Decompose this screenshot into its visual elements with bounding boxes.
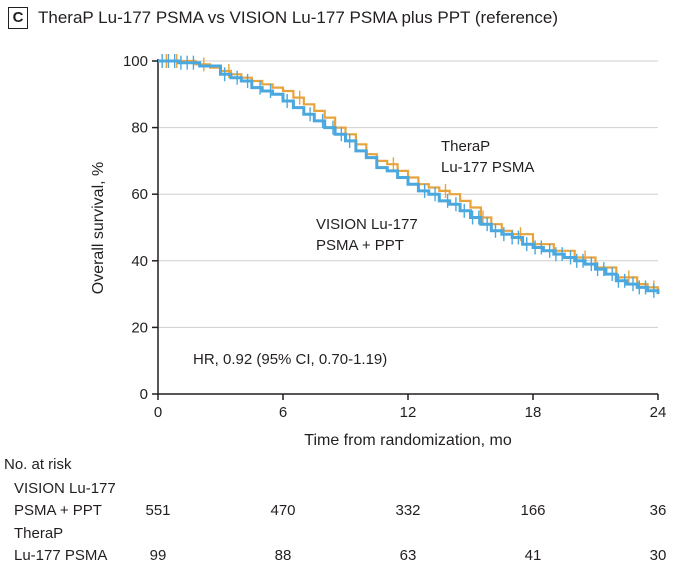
panel-title: TheraP Lu-177 PSMA vs VISION Lu-177 PSMA… [38,8,559,27]
risk-vision-count-24: 36 [649,502,667,519]
risk-table-header: No. at risk [4,456,72,473]
risk-vision-label-line1: VISION Lu-177 [14,480,116,497]
x-tick-label-24: 24 [650,404,667,421]
km-chart: 0 20 40 60 80 100 0 6 12 18 24 Overall survival, %… [90,53,666,449]
gridlines [158,60,658,328]
y-tick-label-80: 80 [131,120,148,137]
chart-labels: Overall survival, % Time from randomizat… [90,138,534,449]
series-layer [158,54,660,298]
x-axis-label: Time from randomization, mo [304,432,512,449]
panel-letter: C [8,7,28,29]
x-tick-label-12: 12 [400,404,417,421]
y-axis-label: Overall survival, % [90,162,107,294]
risk-vision-count-12: 332 [395,502,421,519]
risk-therap-label-line1: TheraP [14,525,64,542]
y-tick-label-0: 0 [140,386,148,403]
risk-vision-label-line2: PSMA + PPT [14,502,102,519]
risk-vision-count-18: 166 [520,502,546,519]
risk-therap-label-line2: Lu-177 PSMA [14,547,108,564]
risk-therap-count-12: 63 [399,547,417,564]
risk-therap-count-0: 99 [149,547,167,564]
risk-therap-count-18: 41 [524,547,542,564]
axes: 0 20 40 60 80 100 0 6 12 18 24 [123,53,666,421]
x-tick-label-0: 0 [154,404,162,421]
risk-therap-count-6: 88 [274,547,292,564]
risk-vision-count-6: 470 [270,502,296,519]
y-tick-label-60: 60 [131,186,148,203]
y-tick-label-40: 40 [131,253,148,270]
y-tick-label-100: 100 [123,53,148,70]
risk-therap-count-24: 30 [649,547,667,564]
series-1 [158,54,660,298]
hazard-ratio-text: HR, 0.92 (95% CI, 0.70-1.19) [193,351,387,368]
y-tick-label-20: 20 [131,319,148,336]
x-tick-label-6: 6 [279,404,287,421]
vision-curve-label-line1: VISION Lu-177 [316,216,418,233]
therap-curve-label-line1: TheraP [441,138,490,155]
vision-curve-label-line2: PSMA + PPT [316,237,404,254]
risk-vision-count-0: 551 [145,502,171,519]
x-tick-label-18: 18 [525,404,542,421]
therap-curve-label-line2: Lu-177 PSMA [441,159,534,176]
series-1-curve [158,59,660,295]
